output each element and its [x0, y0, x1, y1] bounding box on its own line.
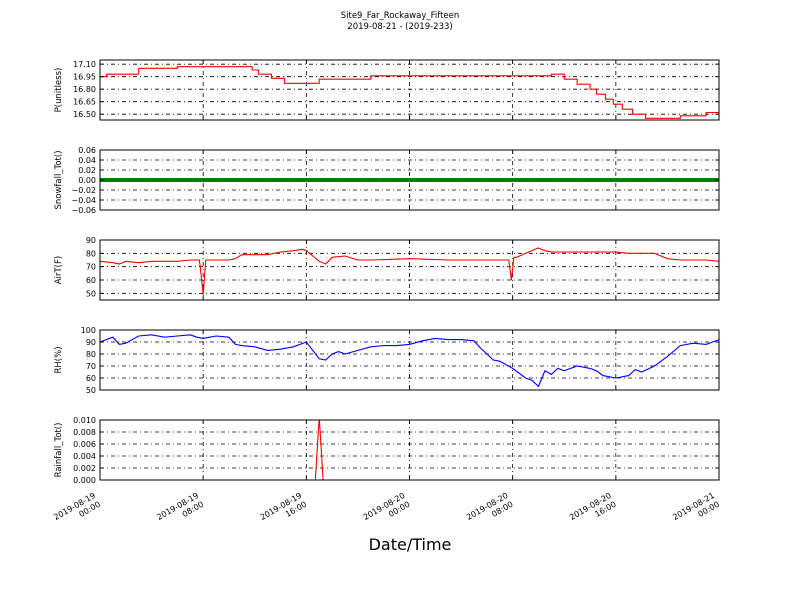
rainfall-series	[100, 420, 719, 480]
air-temp-y-tick-label: 70	[86, 263, 96, 272]
snowfall-y-tick-label: 0.06	[78, 146, 96, 155]
x-tick-label: 2019-08-2100:00	[671, 491, 721, 531]
humidity-y-tick-label: 100	[81, 326, 96, 335]
pressure-y-tick-label: 16.95	[73, 73, 96, 82]
x-tick-label: 2019-08-2000:00	[362, 491, 412, 531]
snowfall-series	[100, 177, 719, 183]
humidity-line	[100, 334, 719, 388]
rainfall-y-axis-label: Rainfall_Tot()	[54, 423, 64, 478]
rainfall-panel: 0.010 0.008 0.006 0.004 0.002 0.000 Rainfall_T…	[54, 416, 720, 485]
humidity-y-axis-label: RH(%)	[54, 346, 64, 373]
air-temp-y-axis-label: AirT(F)	[54, 256, 64, 284]
humidity-series	[100, 334, 719, 388]
air-temp-y-tick-label: 90	[86, 236, 96, 245]
x-tick-label: 2019-08-2016:00	[568, 491, 618, 531]
rainfall-y-tick-label: 0.004	[73, 452, 96, 461]
rainfall-y-tick-label: 0.002	[73, 464, 96, 473]
air-temp-y-tick-label: 60	[86, 276, 96, 285]
x-axis-label: Date/Time	[369, 535, 452, 554]
rainfall-y-tick-label: 0.000	[73, 476, 96, 485]
humidity-y-tick-label: 90	[86, 338, 96, 347]
x-tick-label: 2019-08-2008:00	[465, 491, 515, 531]
air-temp-panel: 90 80 70 60 50 AirT(F)	[54, 236, 720, 301]
air-temp-series	[100, 247, 719, 295]
x-tick-label: 2019-08-1916:00	[259, 491, 309, 531]
humidity-y-tick-label: 50	[86, 386, 96, 395]
x-tick-label: 2019-08-1908:00	[155, 491, 205, 531]
rainfall-y-tick-label: 0.010	[73, 416, 96, 425]
snowfall-y-tick-label: −0.06	[71, 206, 96, 215]
humidity-panel: 100 90 80 70 60 50 RH(%)	[54, 326, 720, 395]
humidity-y-tick-label: 80	[86, 350, 96, 359]
rainfall-y-tick-label: 0.006	[73, 440, 96, 449]
x-tick-labels: 2019-08-1900:00 2019-08-1908:00 2019-08-19…	[52, 491, 721, 531]
pressure-y-tick-label: 16.65	[73, 98, 96, 107]
humidity-y-tick-label: 70	[86, 362, 96, 371]
chart-subtitle: 2019-08-21 - (2019-233)	[347, 22, 452, 32]
snowfall-y-tick-label: 0.04	[78, 156, 96, 165]
rainfall-y-tick-label: 0.008	[73, 428, 96, 437]
pressure-y-axis-label: P(unitless)	[54, 68, 64, 113]
pressure-y-tick-label: 16.80	[73, 85, 96, 94]
snowfall-panel: 0.060.040.020.00−0.02−0.04−0.06 Snowfall_…	[54, 146, 720, 215]
air-temp-y-tick-label: 50	[86, 289, 96, 298]
pressure-panel: 17.10 16.95 16.80 16.65 16.50 P(unitless)	[54, 59, 720, 121]
snowfall-y-axis-label: Snowfall_Tot()	[54, 150, 64, 209]
x-tick-label: 2019-08-1900:00	[52, 491, 102, 531]
pressure-y-tick-label: 17.10	[73, 60, 96, 69]
snowfall-y-tick-label: 0.00	[78, 176, 96, 185]
pressure-series	[100, 66, 719, 119]
humidity-y-tick-label: 60	[86, 374, 96, 383]
snowfall-y-tick-label: −0.02	[71, 186, 96, 195]
rainfall-line	[100, 420, 719, 480]
pressure-line	[100, 66, 719, 119]
air-temp-y-tick-label: 80	[86, 249, 96, 258]
air-temp-line	[100, 247, 719, 295]
snowfall-y-tick-label: 0.02	[78, 166, 96, 175]
snowfall-y-tick-label: −0.04	[71, 196, 96, 205]
pressure-y-tick-label: 16.50	[73, 110, 96, 119]
chart-title: Site9_Far_Rockaway_Fifteen	[341, 11, 460, 21]
